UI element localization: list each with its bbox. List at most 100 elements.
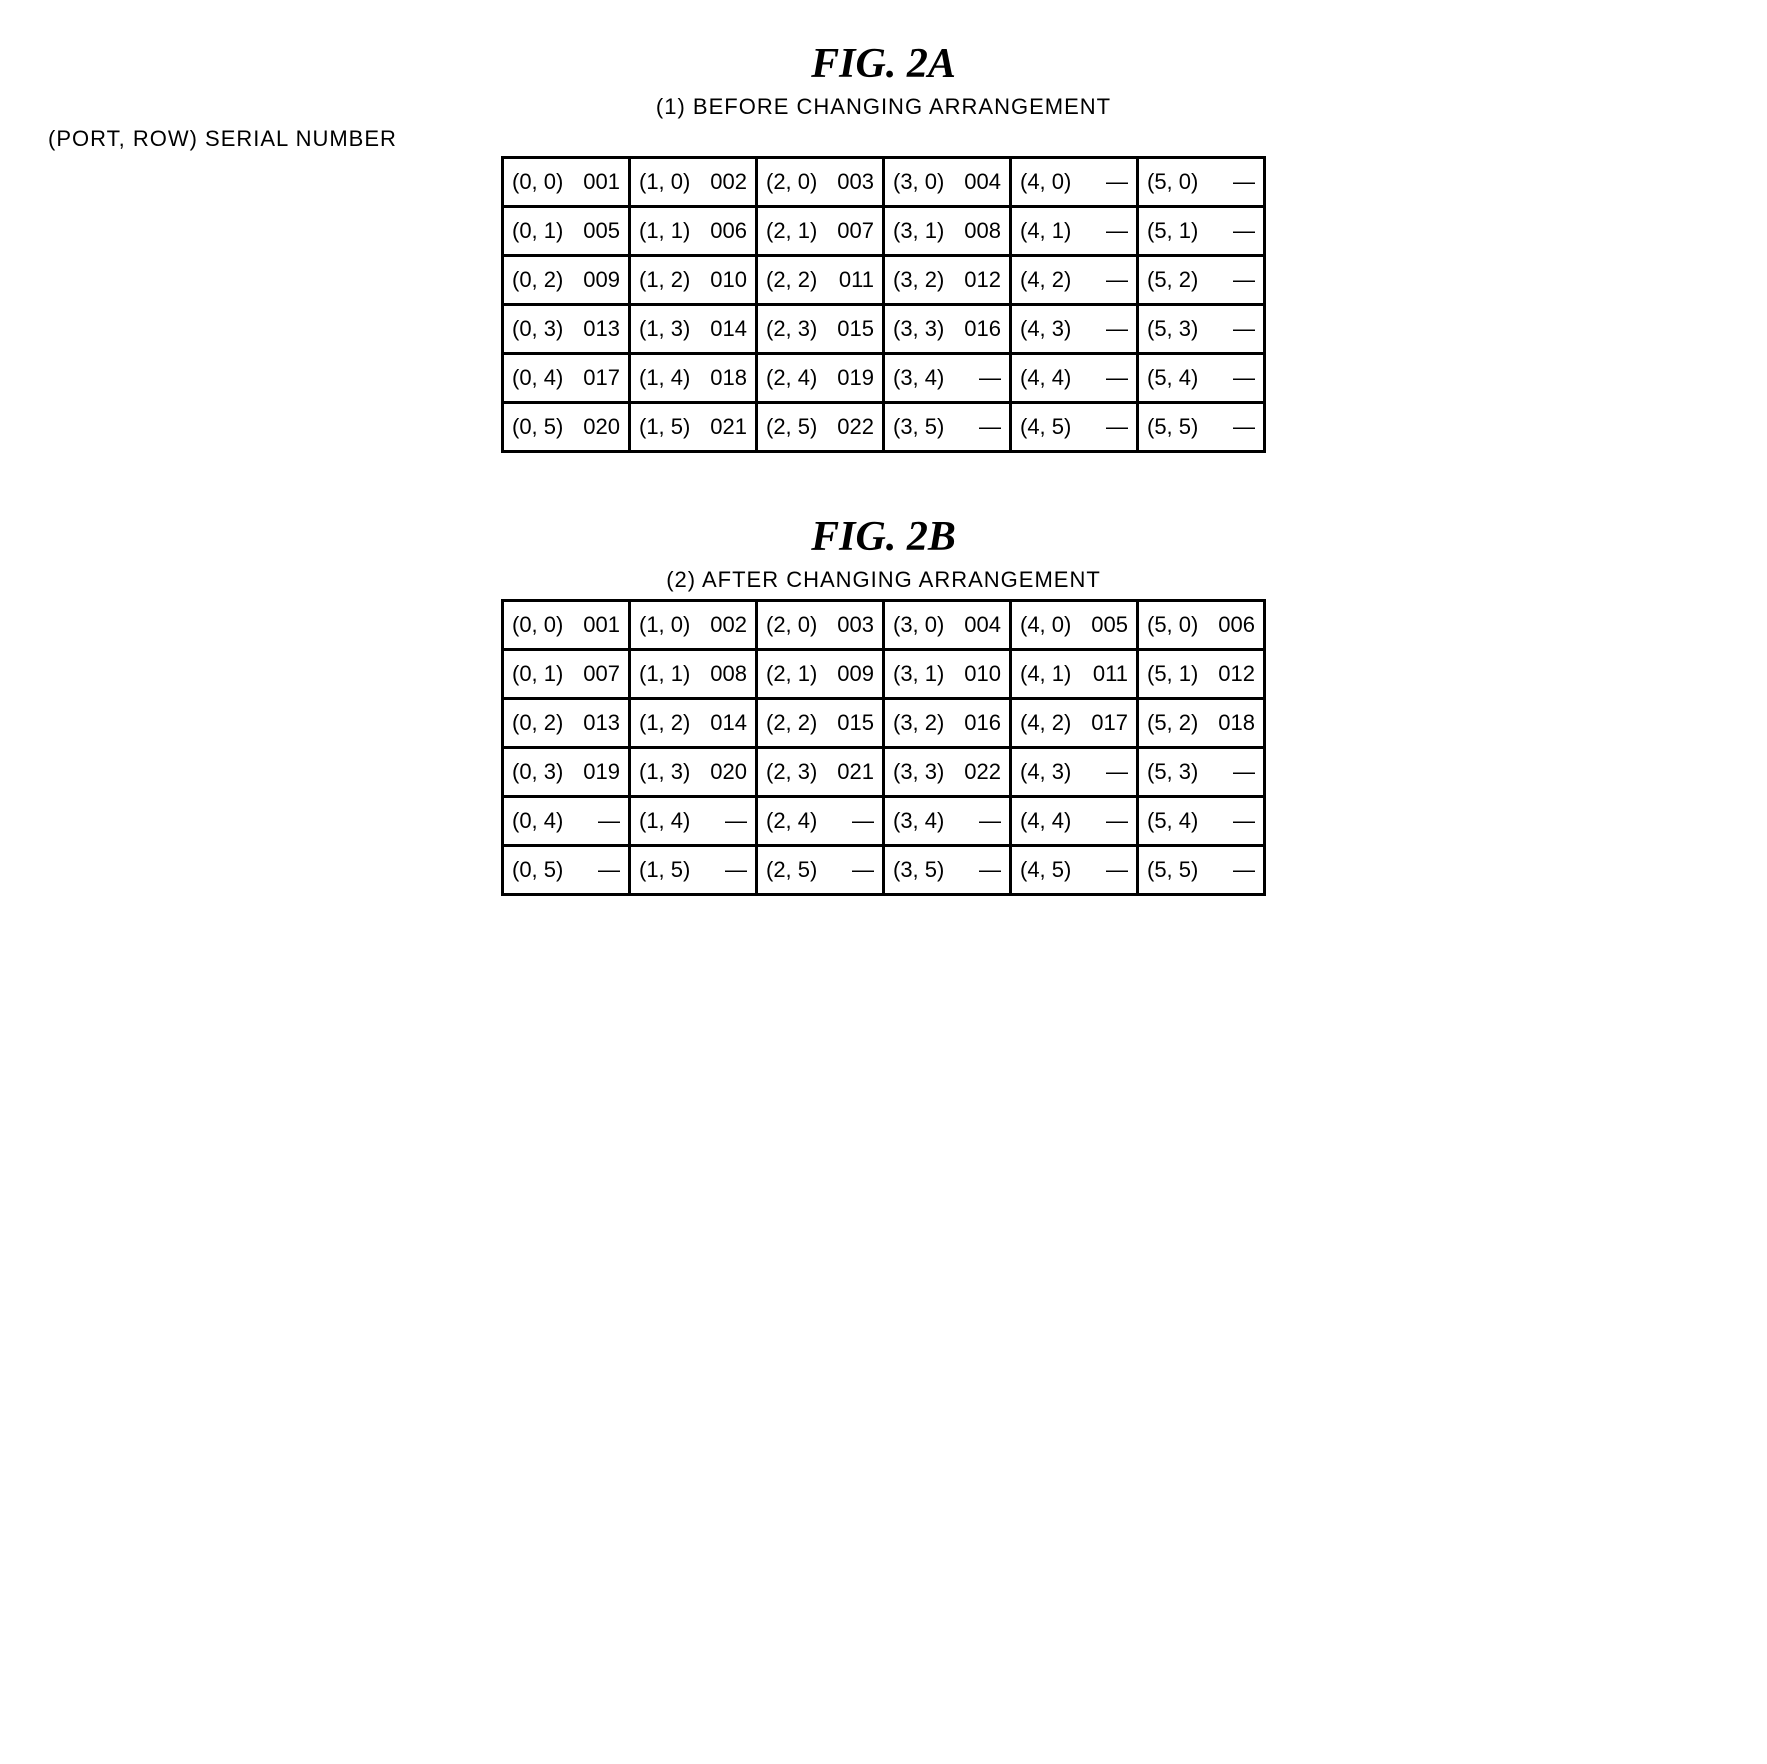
port-row-pair: (0, 3) bbox=[512, 759, 570, 785]
table-cell: (1, 5)021 bbox=[630, 403, 757, 452]
port-row-pair: (2, 3) bbox=[766, 759, 824, 785]
port-row-pair: (3, 3) bbox=[893, 759, 951, 785]
serial-number: 017 bbox=[570, 365, 620, 391]
port-row-pair: (0, 0) bbox=[512, 169, 570, 195]
table-row: (0, 1)005(1, 1)006(2, 1)007(3, 1)008(4, … bbox=[503, 207, 1265, 256]
port-row-pair: (5, 1) bbox=[1147, 661, 1205, 687]
port-row-pair: (4, 0) bbox=[1020, 169, 1078, 195]
serial-number: 003 bbox=[824, 612, 874, 638]
port-row-pair: (4, 4) bbox=[1020, 365, 1078, 391]
serial-number: — bbox=[1078, 169, 1128, 195]
table-cell: (3, 5)— bbox=[884, 403, 1011, 452]
serial-number: 001 bbox=[570, 612, 620, 638]
serial-number: 003 bbox=[824, 169, 874, 195]
port-row-pair: (3, 5) bbox=[893, 857, 951, 883]
table-row: (0, 3)013(1, 3)014(2, 3)015(3, 3)016(4, … bbox=[503, 305, 1265, 354]
table-cell: (5, 4)— bbox=[1138, 797, 1265, 846]
port-row-pair: (0, 0) bbox=[512, 612, 570, 638]
table-row: (0, 5)020(1, 5)021(2, 5)022(3, 5)—(4, 5)… bbox=[503, 403, 1265, 452]
serial-number: — bbox=[1205, 316, 1255, 342]
port-row-pair: (2, 1) bbox=[766, 218, 824, 244]
port-row-pair: (2, 5) bbox=[766, 414, 824, 440]
table-cell: (3, 1)010 bbox=[884, 650, 1011, 699]
serial-number: — bbox=[1078, 759, 1128, 785]
serial-number: 008 bbox=[697, 661, 747, 687]
port-row-pair: (3, 0) bbox=[893, 612, 951, 638]
table-cell: (0, 3)019 bbox=[503, 748, 630, 797]
serial-number: 012 bbox=[1205, 661, 1255, 687]
serial-number: — bbox=[1205, 169, 1255, 195]
port-row-pair: (5, 3) bbox=[1147, 316, 1205, 342]
serial-number: 010 bbox=[951, 661, 1001, 687]
table-header-label: (PORT, ROW) SERIAL NUMBER bbox=[40, 126, 1727, 152]
serial-number: 022 bbox=[824, 414, 874, 440]
table-cell: (2, 2)011 bbox=[757, 256, 884, 305]
table-row: (0, 0)001(1, 0)002(2, 0)003(3, 0)004(4, … bbox=[503, 601, 1265, 650]
port-row-pair: (2, 1) bbox=[766, 661, 824, 687]
port-row-pair: (2, 0) bbox=[766, 169, 824, 195]
serial-number: 015 bbox=[824, 710, 874, 736]
port-row-pair: (5, 3) bbox=[1147, 759, 1205, 785]
table-cell: (5, 2)018 bbox=[1138, 699, 1265, 748]
serial-number: 002 bbox=[697, 169, 747, 195]
table-cell: (4, 3)— bbox=[1011, 305, 1138, 354]
table-cell: (1, 2)010 bbox=[630, 256, 757, 305]
serial-number: 014 bbox=[697, 710, 747, 736]
table-cell: (1, 3)020 bbox=[630, 748, 757, 797]
serial-number: 006 bbox=[1205, 612, 1255, 638]
table-row: (0, 1)007(1, 1)008(2, 1)009(3, 1)010(4, … bbox=[503, 650, 1265, 699]
table-cell: (1, 4)— bbox=[630, 797, 757, 846]
serial-number: — bbox=[1078, 218, 1128, 244]
serial-number: — bbox=[1205, 267, 1255, 293]
table-cell: (0, 5)— bbox=[503, 846, 630, 895]
port-row-pair: (2, 4) bbox=[766, 808, 824, 834]
serial-number: 001 bbox=[570, 169, 620, 195]
port-row-pair: (3, 1) bbox=[893, 218, 951, 244]
serial-number: — bbox=[1205, 365, 1255, 391]
table-cell: (3, 3)016 bbox=[884, 305, 1011, 354]
table-cell: (0, 1)005 bbox=[503, 207, 630, 256]
table-after: (0, 0)001(1, 0)002(2, 0)003(3, 0)004(4, … bbox=[501, 599, 1266, 896]
table-cell: (2, 0)003 bbox=[757, 158, 884, 207]
table-cell: (3, 4)— bbox=[884, 354, 1011, 403]
table-cell: (4, 0)— bbox=[1011, 158, 1138, 207]
table-cell: (0, 0)001 bbox=[503, 158, 630, 207]
serial-number: 011 bbox=[824, 267, 874, 293]
table-cell: (0, 1)007 bbox=[503, 650, 630, 699]
port-row-pair: (5, 2) bbox=[1147, 267, 1205, 293]
table-cell: (5, 1)— bbox=[1138, 207, 1265, 256]
table-cell: (1, 1)008 bbox=[630, 650, 757, 699]
serial-number: 020 bbox=[697, 759, 747, 785]
port-row-pair: (2, 3) bbox=[766, 316, 824, 342]
port-row-pair: (2, 0) bbox=[766, 612, 824, 638]
serial-number: 019 bbox=[824, 365, 874, 391]
serial-number: 014 bbox=[697, 316, 747, 342]
table-cell: (2, 5)022 bbox=[757, 403, 884, 452]
serial-number: 015 bbox=[824, 316, 874, 342]
serial-number: — bbox=[824, 808, 874, 834]
table-cell: (0, 2)013 bbox=[503, 699, 630, 748]
port-row-pair: (5, 1) bbox=[1147, 218, 1205, 244]
serial-number: — bbox=[824, 857, 874, 883]
table-cell: (2, 4)— bbox=[757, 797, 884, 846]
port-row-pair: (2, 4) bbox=[766, 365, 824, 391]
table-cell: (3, 0)004 bbox=[884, 158, 1011, 207]
port-row-pair: (4, 0) bbox=[1020, 612, 1078, 638]
port-row-pair: (3, 2) bbox=[893, 710, 951, 736]
table-cell: (2, 2)015 bbox=[757, 699, 884, 748]
port-row-pair: (3, 4) bbox=[893, 365, 951, 391]
serial-number: 009 bbox=[570, 267, 620, 293]
table-cell: (5, 1)012 bbox=[1138, 650, 1265, 699]
table-cell: (4, 1)— bbox=[1011, 207, 1138, 256]
table-cell: (5, 5)— bbox=[1138, 846, 1265, 895]
serial-number: 019 bbox=[570, 759, 620, 785]
table-cell: (1, 4)018 bbox=[630, 354, 757, 403]
serial-number: 007 bbox=[824, 218, 874, 244]
port-row-pair: (5, 0) bbox=[1147, 169, 1205, 195]
table-cell: (4, 5)— bbox=[1011, 403, 1138, 452]
table-cell: (4, 2)017 bbox=[1011, 699, 1138, 748]
table-cell: (0, 3)013 bbox=[503, 305, 630, 354]
port-row-pair: (0, 2) bbox=[512, 267, 570, 293]
port-row-pair: (3, 1) bbox=[893, 661, 951, 687]
table-row: (0, 2)009(1, 2)010(2, 2)011(3, 2)012(4, … bbox=[503, 256, 1265, 305]
